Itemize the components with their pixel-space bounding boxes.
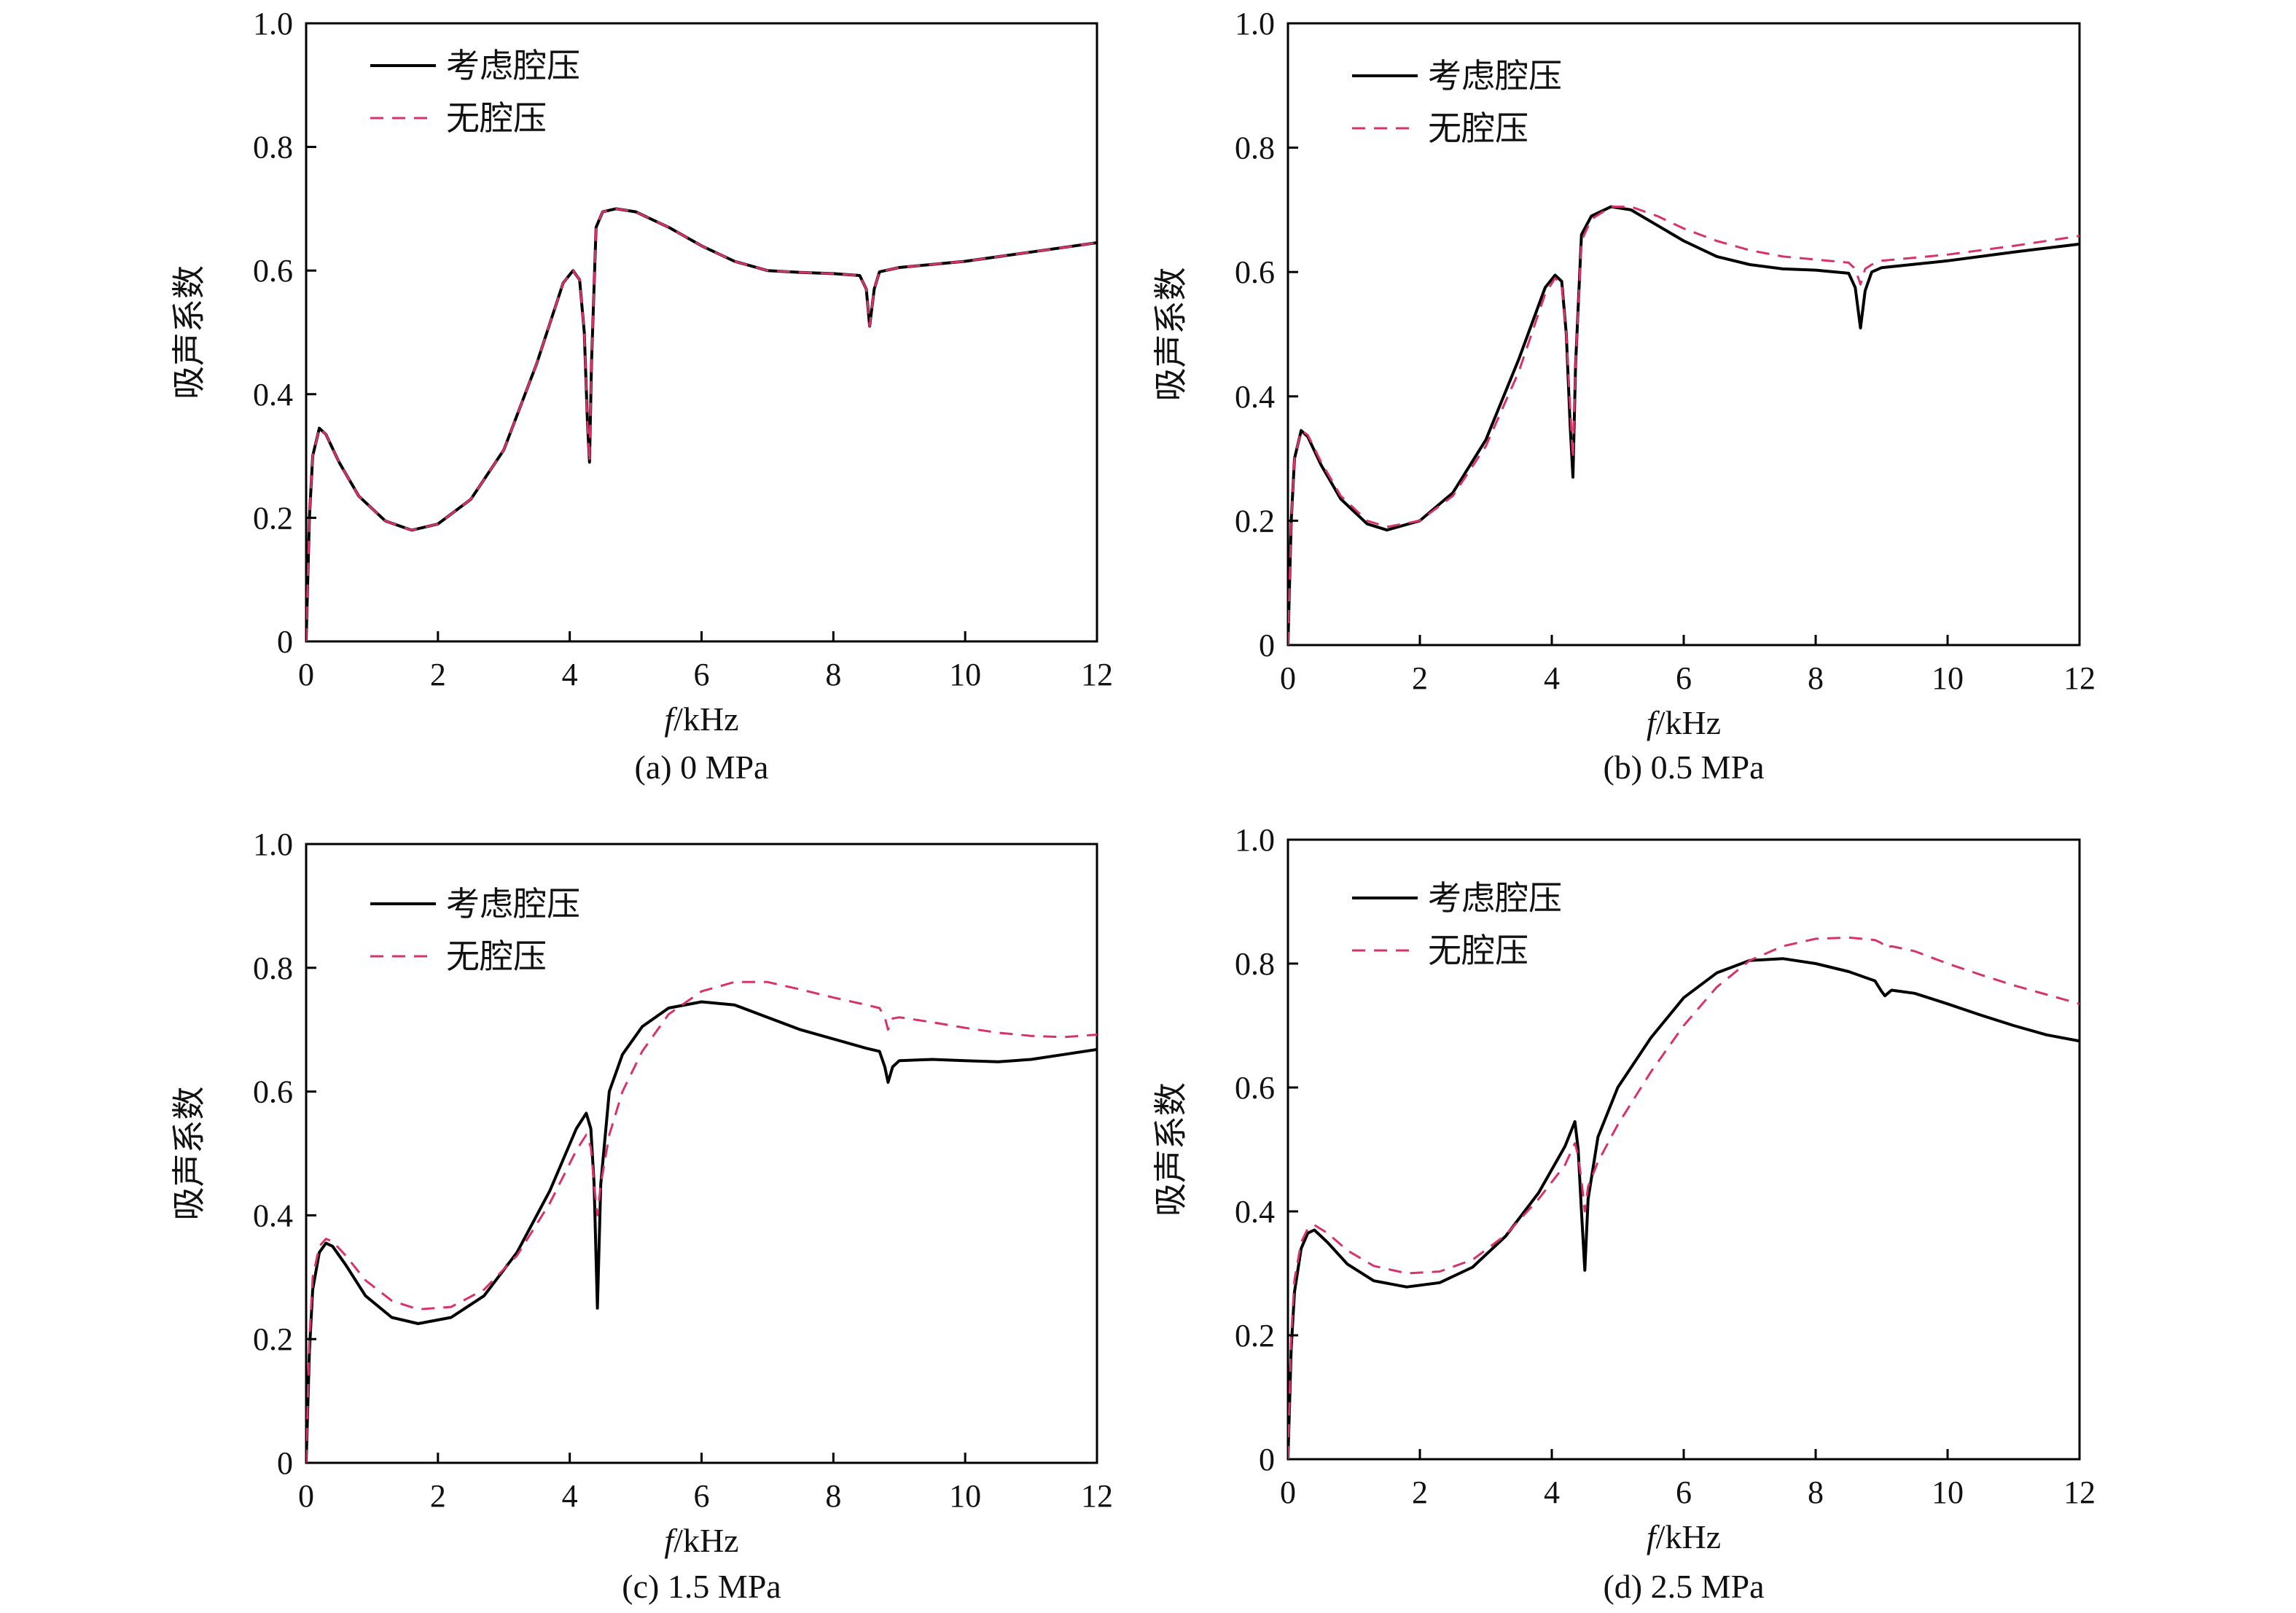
y-tick-label: 0.2: [1235, 503, 1275, 539]
series-line-dashed: [306, 980, 1097, 1463]
x-tick-label: 4: [1544, 660, 1560, 696]
series-line-dashed: [1288, 936, 2080, 1459]
legend-label: 无腔压: [1428, 932, 1528, 969]
y-tick-label: 0.8: [253, 950, 293, 986]
legend-label: 考虑腔压: [1428, 880, 1562, 917]
y-tick-label: 0.6: [1235, 1070, 1275, 1106]
y-tick-label: 0.4: [1235, 1194, 1275, 1230]
y-tick-label: 0.2: [1235, 1318, 1275, 1354]
y-axis-label: 吸声系数: [1152, 267, 1190, 402]
y-tick-label: 0: [277, 624, 293, 660]
plot-frame: [1286, 838, 2081, 1461]
subplot-caption: (a) 0 MPa: [635, 749, 769, 786]
x-tick-label: 0: [298, 1478, 314, 1514]
y-tick-label: 0.6: [1235, 254, 1275, 290]
legend-label: 无腔压: [446, 100, 547, 137]
x-tick-label: 0: [298, 657, 314, 692]
subplot-caption: (c) 1.5 MPa: [622, 1568, 781, 1605]
x-tick-label: 6: [1676, 660, 1692, 696]
subplot-a: 0 2 4 6 8 10 12 0 0.2 0.4 0.6 0.8 1.0 f/kHz 吸声系数 (a) 0 …: [171, 6, 1113, 786]
x-tick-label: 2: [430, 657, 446, 692]
y-tick-label: 0: [277, 1445, 293, 1481]
plot-frame: [305, 22, 1098, 643]
y-tick-label: 1.0: [253, 827, 293, 862]
x-tick-label: 0: [1280, 660, 1296, 696]
x-tick-label: 6: [1676, 1475, 1692, 1510]
x-tick-label: 12: [2063, 1475, 2096, 1510]
subplot-c: 0 2 4 6 8 10 12 0 0.2 0.4 0.6 0.8 1.0 f/kHz 吸声系数 (c) 1.…: [171, 827, 1113, 1605]
x-tick-label: 2: [1412, 660, 1428, 696]
x-tick-label: 6: [694, 657, 710, 692]
x-tick-label: 8: [1808, 1475, 1824, 1510]
x-tick-label: 10: [949, 1478, 981, 1514]
legend-label: 考虑腔压: [446, 47, 580, 85]
y-axis-label: 吸声系数: [171, 1087, 208, 1221]
x-tick-label: 12: [1081, 1478, 1113, 1514]
x-tick-label: 0: [1280, 1475, 1296, 1510]
y-tick-label: 0.8: [253, 130, 293, 165]
y-tick-label: 0.2: [253, 1321, 293, 1357]
legend-label: 无腔压: [1428, 110, 1528, 147]
x-tick-label: 10: [1932, 660, 1964, 696]
x-tick-label: 4: [562, 657, 578, 692]
y-tick-label: 1.0: [1235, 6, 1275, 42]
y-tick-label: 0.4: [1235, 379, 1275, 415]
y-tick-label: 0.8: [1235, 130, 1275, 166]
x-axis-label-unit: /kHz: [673, 1522, 738, 1559]
legend-label: 无腔压: [446, 938, 547, 975]
y-tick-label: 0: [1259, 1442, 1275, 1477]
series-line-dashed: [306, 207, 1097, 641]
legend-label: 考虑腔压: [446, 886, 580, 923]
y-tick-label: 1.0: [1235, 822, 1275, 858]
y-tick-label: 0.6: [253, 1074, 293, 1110]
series-line-solid: [306, 1000, 1097, 1463]
x-tick-label: 10: [949, 657, 981, 692]
x-tick-label: 8: [825, 657, 841, 692]
x-tick-label: 10: [1932, 1475, 1964, 1510]
series-line-dashed: [1288, 206, 2080, 645]
x-tick-label: 4: [562, 1478, 578, 1514]
y-axis-label: 吸声系数: [171, 265, 208, 399]
x-axis-label: f/kHz: [1647, 704, 1721, 741]
y-tick-label: 1.0: [253, 6, 293, 42]
x-tick-label: 8: [825, 1478, 841, 1514]
x-axis-label-unit: /kHz: [1656, 1518, 1721, 1555]
y-axis-label: 吸声系数: [1152, 1082, 1190, 1216]
y-tick-label: 0: [1259, 628, 1275, 663]
plot-frame: [305, 843, 1098, 1464]
series-line-solid: [1288, 957, 2080, 1459]
y-tick-label: 0.8: [1235, 946, 1275, 982]
plot-frame: [1286, 22, 2081, 647]
subplot-b: 0 2 4 6 8 10 12 0 0.2 0.4 0.6 0.8 1.0 f/kHz 吸声系数 (b) 0.…: [1152, 6, 2096, 786]
x-axis-label: f/kHz: [664, 1522, 738, 1559]
x-axis-label: f/kHz: [1647, 1518, 1721, 1555]
x-tick-label: 2: [430, 1478, 446, 1514]
legend-label: 考虑腔压: [1428, 58, 1562, 95]
subplot-caption: (d) 2.5 MPa: [1603, 1568, 1764, 1605]
y-tick-label: 0.2: [253, 500, 293, 536]
x-axis-label-unit: /kHz: [673, 700, 738, 738]
series-line-solid: [1288, 205, 2080, 645]
y-tick-label: 0.4: [253, 1198, 293, 1233]
x-axis-label: f/kHz: [664, 700, 738, 738]
y-tick-label: 0.6: [253, 253, 293, 289]
x-tick-label: 4: [1544, 1475, 1560, 1510]
x-tick-label: 12: [2063, 660, 2096, 696]
x-tick-label: 6: [694, 1478, 710, 1514]
x-tick-label: 8: [1808, 660, 1824, 696]
x-axis-label-unit: /kHz: [1656, 704, 1721, 741]
x-tick-label: 12: [1081, 657, 1113, 692]
y-tick-label: 0.4: [253, 377, 293, 413]
series-line-solid: [306, 207, 1097, 641]
subplot-caption: (b) 0.5 MPa: [1603, 749, 1764, 786]
subplot-d: 0 2 4 6 8 10 12 0 0.2 0.4 0.6 0.8 1.0 f/kHz 吸声系数 (d) 2.…: [1152, 822, 2096, 1605]
x-tick-label: 2: [1412, 1475, 1428, 1510]
